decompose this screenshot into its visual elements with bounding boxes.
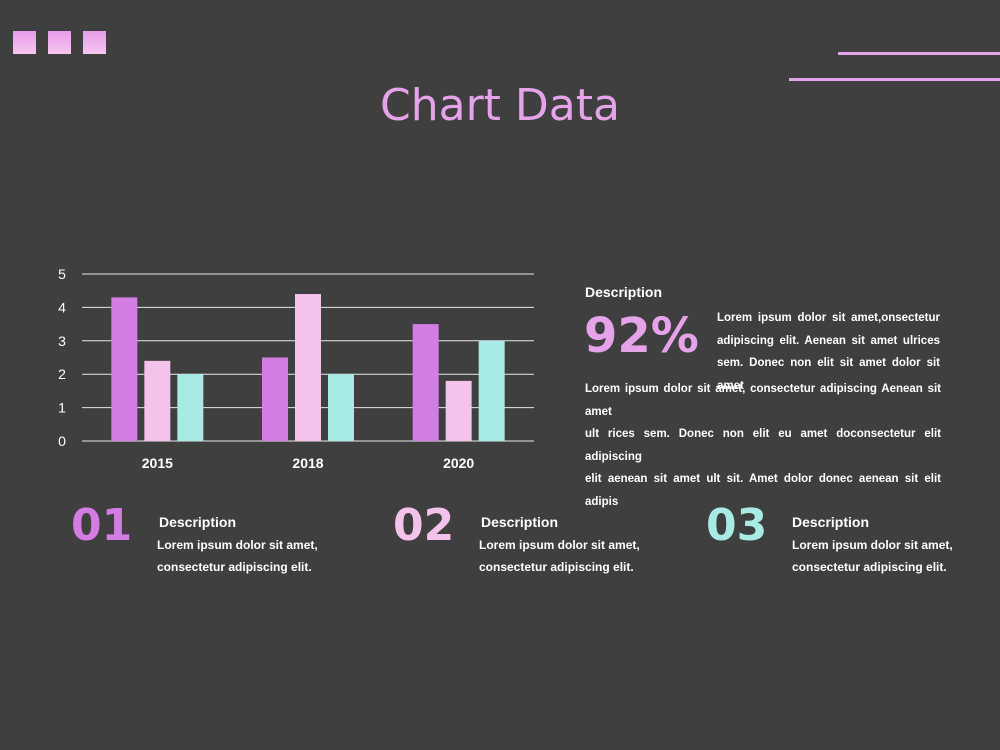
side-long-text: Lorem ipsum dolor sit amet, consectetur … [585, 378, 941, 513]
x-tick-label: 2020 [443, 455, 474, 471]
item-text: Lorem ipsum dolor sit amet, consectetur … [479, 534, 640, 578]
bar-chart: 0 1 2 3 4 5 2015 2018 2020 [58, 266, 534, 471]
decor-square-2 [48, 31, 71, 54]
side-short-line: adipiscing elit. Aenean sit amet ulrices [717, 334, 940, 347]
item-text-line: consectetur adipiscing elit. [479, 560, 634, 574]
side-short-line: sem. Donec non elit sit amet dolor sit a… [717, 357, 940, 392]
bar [111, 297, 138, 441]
item-text-line: Lorem ipsum dolor sit amet, [479, 538, 640, 552]
side-heading: Description [585, 284, 663, 300]
bar [328, 374, 354, 441]
page-title: Chart Data [380, 80, 620, 131]
y-tick-label: 2 [58, 366, 66, 382]
y-tick-label: 1 [58, 400, 66, 416]
item-number-01: 01 [71, 500, 133, 551]
decor-square-3 [83, 31, 106, 54]
item-text-line: Lorem ipsum dolor sit amet, [157, 538, 318, 552]
y-tick-label: 4 [58, 299, 66, 315]
side-short-text: Lorem ipsum dolor sit amet,onsectetur ad… [717, 307, 940, 397]
item-text: Lorem ipsum dolor sit amet, consectetur … [792, 534, 953, 578]
bar [295, 294, 321, 441]
item-text-line: Lorem ipsum dolor sit amet, [792, 538, 953, 552]
bar [412, 324, 439, 441]
item-text-line: consectetur adipiscing elit. [157, 560, 312, 574]
item-text: Lorem ipsum dolor sit amet, consectetur … [157, 534, 318, 578]
bar [177, 374, 204, 441]
y-tick-label: 3 [58, 333, 66, 349]
x-tick-label: 2015 [142, 455, 173, 471]
y-tick-label: 0 [58, 433, 66, 449]
side-long-line: ult rices sem. Donec non elit eu amet do… [585, 428, 941, 463]
bar [478, 340, 505, 441]
bar [445, 380, 472, 441]
item-heading: Description [792, 514, 870, 530]
item-number-02: 02 [393, 500, 455, 551]
item-text-line: consectetur adipiscing elit. [792, 560, 947, 574]
item-heading: Description [159, 514, 237, 530]
side-long-line: elit aenean sit amet ult sit. Amet dolor… [585, 473, 941, 508]
side-short-line: Lorem ipsum dolor sit amet,onsectetur [717, 312, 940, 324]
y-tick-label: 5 [58, 266, 66, 282]
decor-line-bottom [789, 78, 1000, 81]
side-long-line: Lorem ipsum dolor sit amet, consectetur … [585, 383, 941, 418]
bar [262, 357, 288, 441]
item-heading: Description [481, 514, 559, 530]
decor-square-1 [13, 31, 36, 54]
percent-value: 92% [584, 308, 699, 364]
decor-line-top [838, 52, 1000, 55]
x-tick-label: 2018 [292, 455, 323, 471]
item-number-03: 03 [706, 500, 768, 551]
bar [144, 360, 171, 441]
